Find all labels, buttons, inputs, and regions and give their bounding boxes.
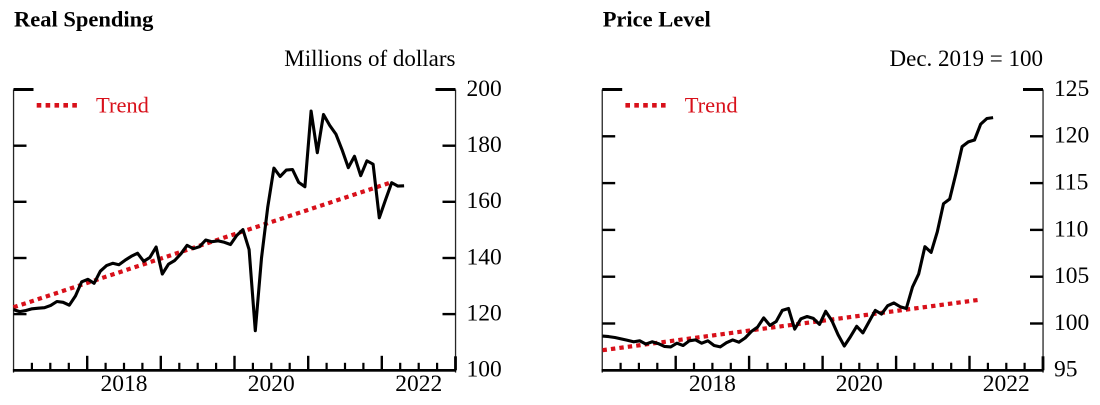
svg-text:2022: 2022 <box>983 371 1030 397</box>
svg-text:Dec. 2019 = 100: Dec. 2019 = 100 <box>890 46 1044 71</box>
svg-text:Trend: Trend <box>96 93 149 118</box>
svg-text:105: 105 <box>1054 263 1089 289</box>
svg-text:Real Spending: Real Spending <box>14 7 154 32</box>
svg-text:140: 140 <box>467 244 502 270</box>
svg-text:120: 120 <box>1054 123 1089 149</box>
svg-text:120: 120 <box>467 301 502 327</box>
svg-text:2020: 2020 <box>248 371 295 397</box>
svg-text:2020: 2020 <box>836 371 883 397</box>
svg-text:Trend: Trend <box>685 93 738 118</box>
svg-text:Millions of dollars: Millions of dollars <box>284 46 455 71</box>
svg-text:100: 100 <box>1054 310 1089 336</box>
svg-text:95: 95 <box>1054 357 1078 383</box>
svg-text:115: 115 <box>1054 170 1088 196</box>
svg-text:125: 125 <box>1054 76 1089 102</box>
svg-text:Price Level: Price Level <box>603 7 711 32</box>
svg-text:2018: 2018 <box>689 371 736 397</box>
svg-text:2022: 2022 <box>395 371 442 397</box>
svg-text:200: 200 <box>467 76 502 102</box>
svg-text:180: 180 <box>467 132 502 158</box>
svg-text:2018: 2018 <box>101 371 148 397</box>
svg-text:100: 100 <box>467 357 502 383</box>
svg-text:160: 160 <box>467 188 502 214</box>
svg-text:110: 110 <box>1054 216 1088 242</box>
